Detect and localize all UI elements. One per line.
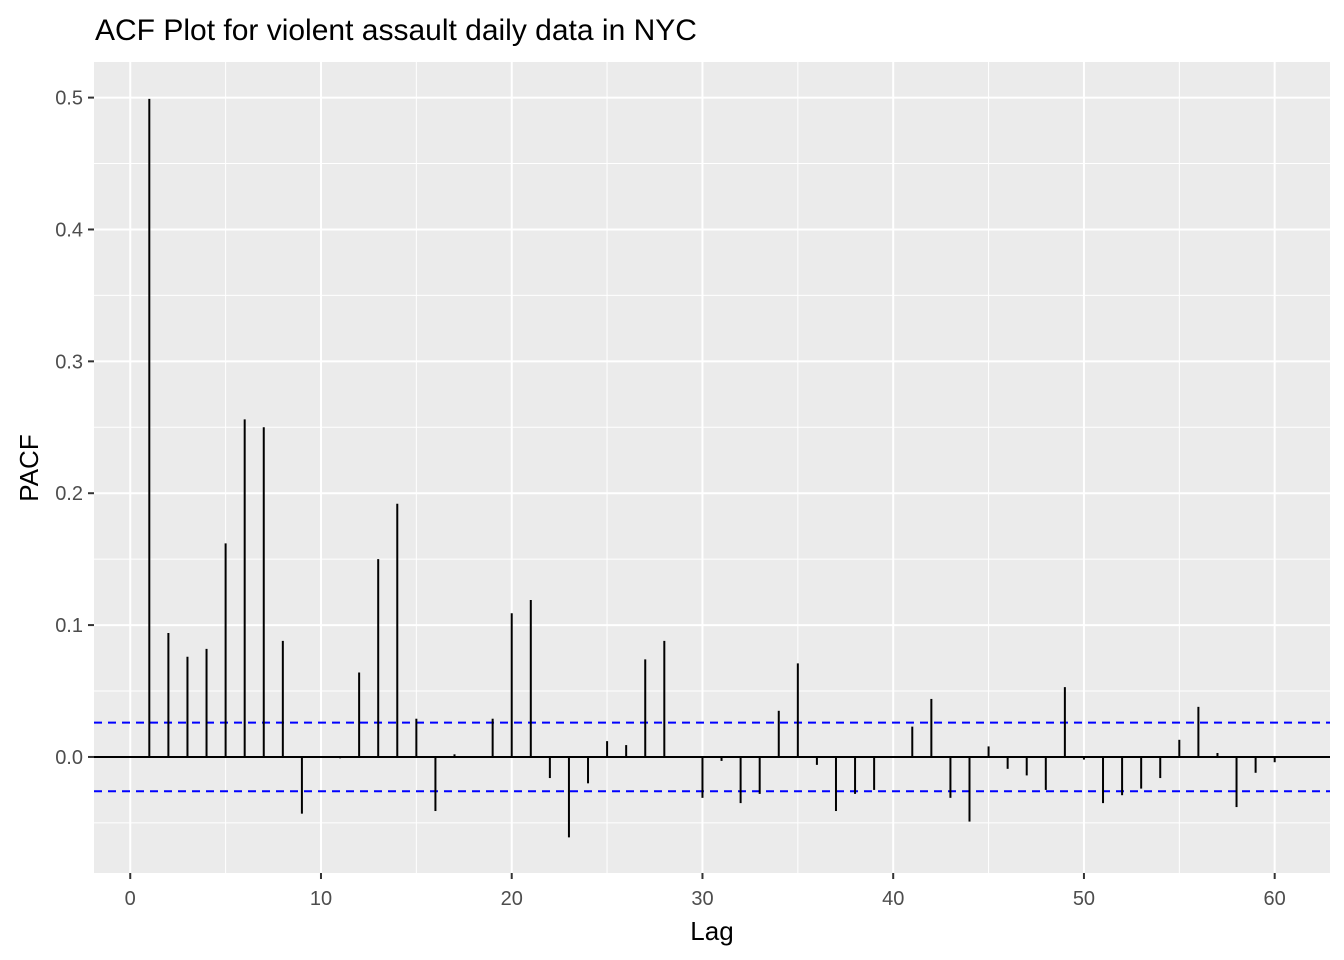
minor-gridlines [94,62,1330,873]
chart-title: ACF Plot for violent assault daily data … [95,14,697,47]
x-tick-label: 60 [1264,888,1286,910]
x-tick-label: 20 [501,888,523,910]
major-gridlines [94,62,1330,873]
y-axis-title: PACF [14,434,44,501]
x-axis-title: Lag [690,916,733,946]
plot-panel [94,62,1330,873]
y-tick-label: 0.0 [55,747,83,769]
y-tick-label: 0.3 [55,351,83,373]
y-tick-label: 0.5 [55,88,83,110]
y-tick-label: 0.2 [55,483,83,505]
x-tick-label: 10 [310,888,332,910]
y-axis-ticks: 0.0 0.1 0.2 0.3 0.4 0.5 [55,88,94,769]
pacf-bars [148,98,1276,838]
x-tick-label: 30 [691,888,713,910]
x-axis-ticks: 0 10 20 30 40 50 60 [125,873,1286,910]
confidence-bounds [94,721,1330,793]
y-tick-label: 0.4 [55,219,83,241]
x-tick-label: 40 [882,888,904,910]
x-tick-label: 0 [125,888,136,910]
x-tick-label: 50 [1073,888,1095,910]
y-tick-label: 0.1 [55,615,83,637]
